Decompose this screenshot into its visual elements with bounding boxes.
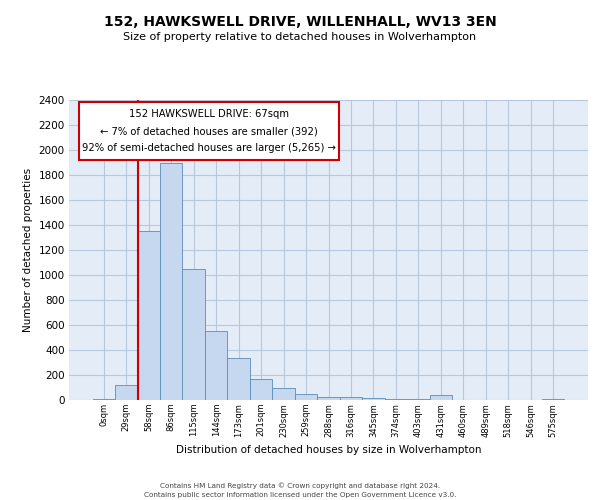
Text: 92% of semi-detached houses are larger (5,265) →: 92% of semi-detached houses are larger (… <box>82 144 336 154</box>
Bar <box>340 397 362 400</box>
Text: Contains HM Land Registry data © Crown copyright and database right 2024.
Contai: Contains HM Land Registry data © Crown c… <box>144 482 456 498</box>
Bar <box>205 331 227 400</box>
Bar <box>250 379 272 400</box>
Bar <box>227 358 250 400</box>
Bar <box>385 398 407 400</box>
Bar <box>92 399 115 400</box>
Bar <box>115 385 137 400</box>
Text: Size of property relative to detached houses in Wolverhampton: Size of property relative to detached ho… <box>124 32 476 42</box>
Y-axis label: Number of detached properties: Number of detached properties <box>23 168 33 332</box>
Bar <box>160 162 182 400</box>
Bar <box>362 398 385 400</box>
Text: ← 7% of detached houses are smaller (392): ← 7% of detached houses are smaller (392… <box>100 127 318 137</box>
Bar <box>295 394 317 400</box>
Bar <box>137 231 160 400</box>
Bar <box>542 399 565 400</box>
Text: 152, HAWKSWELL DRIVE, WILLENHALL, WV13 3EN: 152, HAWKSWELL DRIVE, WILLENHALL, WV13 3… <box>104 15 496 29</box>
Bar <box>317 396 340 400</box>
Text: 152 HAWKSWELL DRIVE: 67sqm: 152 HAWKSWELL DRIVE: 67sqm <box>129 110 289 120</box>
Bar <box>430 395 452 400</box>
X-axis label: Distribution of detached houses by size in Wolverhampton: Distribution of detached houses by size … <box>176 445 481 455</box>
Bar <box>182 269 205 400</box>
Bar <box>272 388 295 400</box>
